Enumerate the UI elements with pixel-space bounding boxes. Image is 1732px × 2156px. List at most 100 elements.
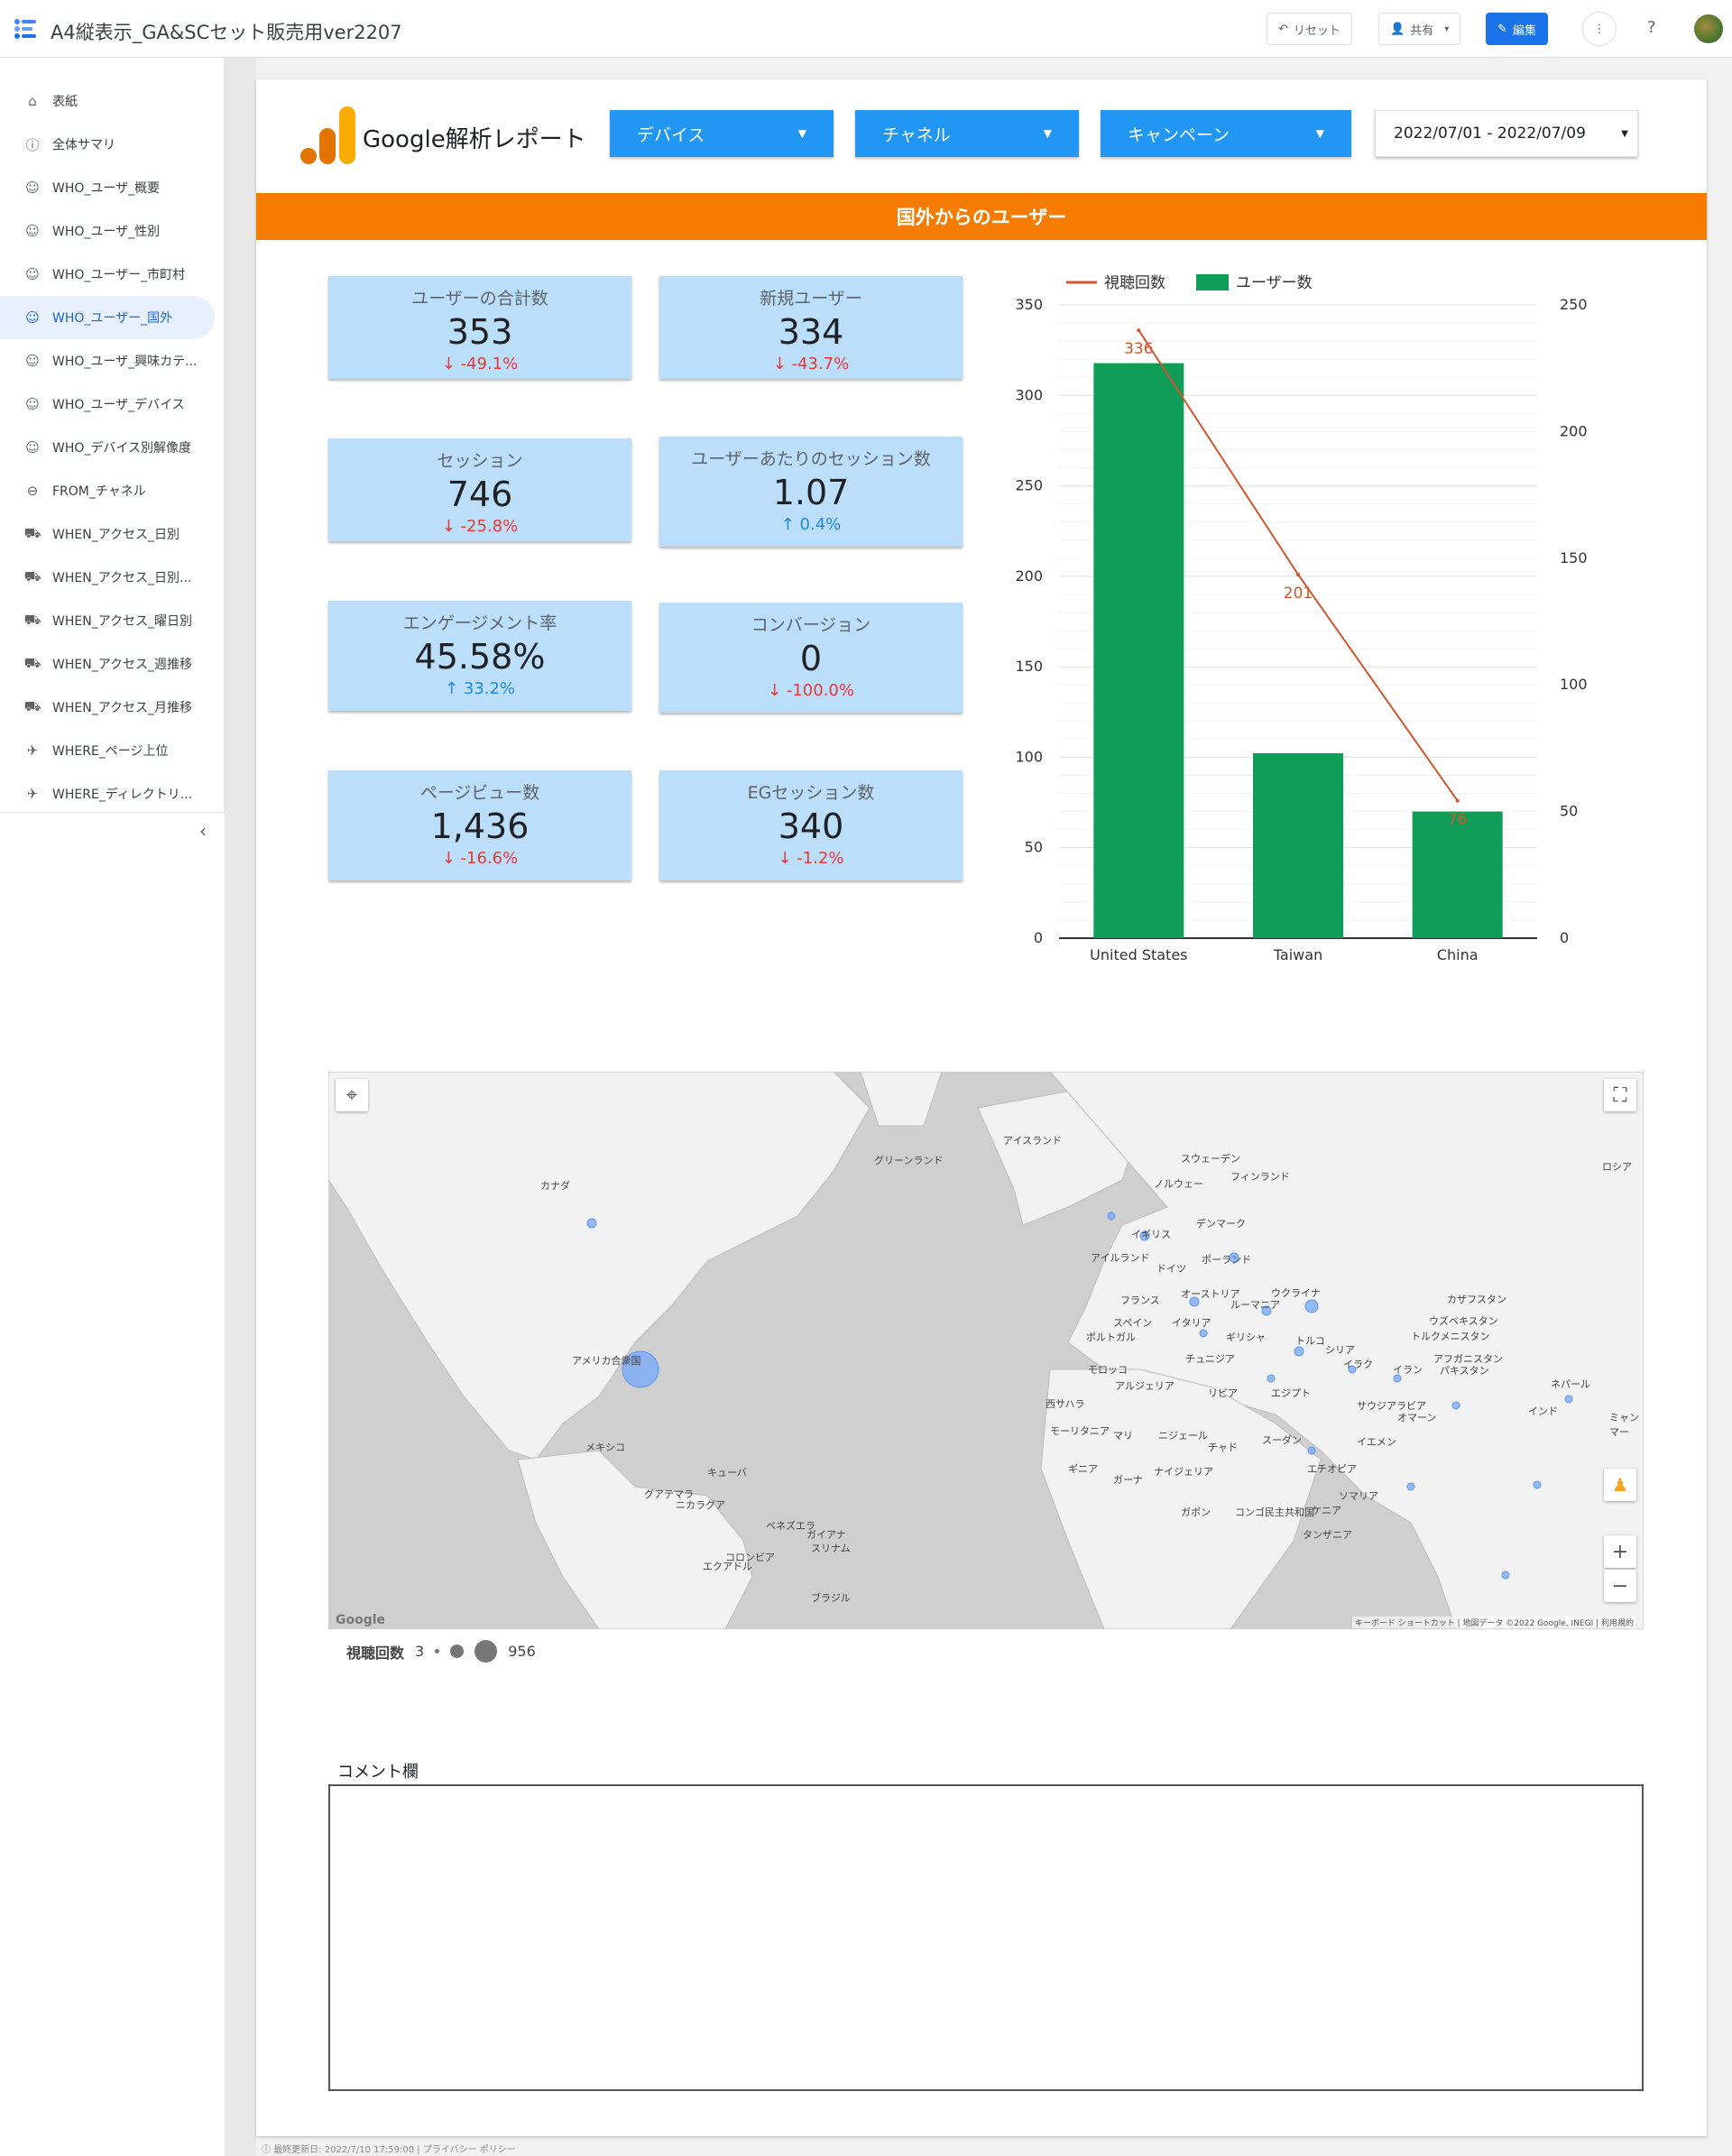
looker-studio-logo-icon[interactable] [13, 18, 38, 40]
map-country-label: アイルランド [1091, 1252, 1150, 1264]
map-country-label: エクアドル [703, 1561, 752, 1572]
legend-item[interactable]: ユーザー数 [1236, 274, 1313, 292]
locate-icon[interactable]: ⌖ [336, 1079, 368, 1111]
kpi-change: ↑ 0.4% [659, 515, 963, 534]
map-bubble[interactable] [586, 1218, 597, 1229]
left-axis-tick: 150 [1015, 658, 1043, 675]
map-country-label: トルコ [1295, 1335, 1325, 1347]
line-series[interactable] [1138, 329, 1459, 802]
map-bubble[interactable] [1261, 1305, 1272, 1316]
kpi-card: ユーザーあたりのセッション数 1.07 ↑ 0.4% [659, 437, 963, 547]
kpi-value: 0 [799, 639, 823, 678]
sidebar-item-15[interactable]: ✈ WHERE_ページ上位 [0, 729, 215, 772]
legend-item[interactable]: 視聴回数 [1104, 274, 1165, 292]
map-country-label: ギリシャ [1226, 1331, 1266, 1343]
kpi-value: 746 [447, 475, 513, 514]
device-filter-dropdown[interactable]: デバイス ▼ [610, 110, 834, 157]
bar[interactable] [1093, 363, 1184, 938]
sidebar-item-13[interactable]: ⛟ WHEN_アクセス_週推移 [0, 642, 215, 686]
map-bubble[interactable] [1294, 1346, 1304, 1357]
bar[interactable] [1412, 811, 1503, 938]
map-bubble[interactable] [1304, 1299, 1319, 1313]
map-bubble[interactable] [1393, 1374, 1402, 1383]
map-bubble[interactable] [1406, 1482, 1415, 1491]
date-range-picker[interactable]: 2022/07/01 - 2022/07/09 ▼ [1375, 110, 1638, 157]
map-country-label: イラク [1343, 1359, 1373, 1370]
map-country-label: カナダ [540, 1180, 570, 1192]
sidebar-item-8[interactable]: ☺ WHO_デバイス別解像度 [0, 426, 215, 469]
sidebar-item-16[interactable]: ✈ WHERE_ディレクトリ... [0, 772, 215, 815]
sidebar-item-10[interactable]: ⛟ WHEN_アクセス_日別 [0, 512, 215, 556]
sidebar-item-11[interactable]: ⛟ WHEN_アクセス_日別... [0, 556, 215, 599]
sidebar-item-3[interactable]: ☺ WHO_ユーザ_性別 [0, 209, 215, 253]
share-button[interactable]: 👤 共有 ▾ [1378, 13, 1461, 45]
fullscreen-icon[interactable]: ⛶ [1604, 1079, 1636, 1111]
pegman-icon[interactable]: ♟ [1604, 1469, 1636, 1501]
map-country-label: オマーン [1397, 1412, 1437, 1424]
left-axis-tick: 350 [1015, 296, 1043, 313]
face-icon: ☺ [25, 309, 40, 326]
sidebar-item-5[interactable]: ☺ WHO_ユーザー_国外 [0, 296, 215, 339]
more-vert-icon: ⋮ [1593, 22, 1606, 36]
collapse-sidebar-button[interactable]: ‹ [0, 812, 225, 848]
map-country-label: パキスタン [1440, 1365, 1489, 1377]
sidebar-item-0[interactable]: ⌂ 表紙 [0, 79, 215, 123]
avatar[interactable] [1694, 14, 1723, 43]
airplane-icon: ✈ [26, 742, 39, 759]
chevron-down-icon[interactable]: ▾ [1444, 23, 1450, 34]
sidebar-item-14[interactable]: ⛟ WHEN_アクセス_月推移 [0, 686, 215, 729]
sidebar-item-1[interactable]: ⓘ 全体サマリ [0, 123, 215, 166]
line-point[interactable] [1296, 572, 1300, 576]
sidebar-item-4[interactable]: ☺ WHO_ユーザー_市町村 [0, 253, 215, 296]
sidebar-item-9[interactable]: ⊖ FROM_チャネル [0, 469, 215, 512]
map-bubble[interactable] [1307, 1446, 1316, 1455]
map-bubble[interactable] [1189, 1296, 1200, 1307]
map-bubble[interactable] [1451, 1401, 1460, 1410]
comment-box[interactable] [328, 1784, 1644, 2091]
bar[interactable] [1253, 753, 1343, 938]
map-country-label: イギリス [1131, 1229, 1171, 1240]
campaign-filter-dropdown[interactable]: キャンペーン ▼ [1101, 110, 1351, 157]
zoom-in-button[interactable]: + [1604, 1535, 1636, 1568]
map-bubble[interactable] [1564, 1395, 1573, 1404]
legend-title: 視聴回数 [346, 1644, 405, 1662]
sidebar-item-12[interactable]: ⛟ WHEN_アクセス_曜日別 [0, 599, 215, 642]
map-bubble[interactable] [1533, 1480, 1542, 1489]
sidebar-item-2[interactable]: ☺ WHO_ユーザ_概要 [0, 166, 215, 209]
line-point[interactable] [1455, 798, 1460, 803]
kpi-change-value: -49.1% [460, 355, 519, 373]
map-bubble[interactable] [1501, 1571, 1510, 1580]
footer-text[interactable]: 最終更新日: 2022/7/10 17:59:00 | プライバシー ポリシー [273, 2145, 516, 2155]
info-icon: ⓘ [262, 2145, 274, 2155]
map-country-label: ミャンマー [1609, 1412, 1639, 1438]
map-bubble[interactable] [622, 1350, 659, 1388]
sidebar-item-6[interactable]: ☺ WHO_ユーザ_興味カテ... [0, 339, 215, 382]
map-bubble[interactable] [1107, 1212, 1116, 1221]
report-title[interactable]: A4縦表示_GA&SCセット販売用ver2207 [51, 22, 402, 43]
banner-title: 国外からのユーザー [896, 207, 1067, 228]
map-bubble[interactable] [1267, 1374, 1276, 1383]
map-country-label: サウジアラビア [1357, 1400, 1426, 1412]
world-bubble-map[interactable]: カナダ アメリカ合衆国 メキシコ キューバ グアテマラ ニカラグア コロンビア ベネズエラ ガイ… [328, 1072, 1644, 1629]
kpi-change: ↓ -49.1% [328, 355, 631, 373]
sidebar-item-7[interactable]: ☺ WHO_ユーザ_デバイス [0, 382, 215, 426]
kpi-card: セッション 746 ↓ -25.8% [328, 438, 631, 541]
line-point[interactable] [1137, 328, 1141, 333]
kpi-value: 45.58% [414, 637, 546, 677]
map-bubble[interactable] [1199, 1329, 1208, 1338]
edit-button[interactable]: ✎ 編集 [1486, 13, 1548, 45]
map-bubble[interactable] [1139, 1230, 1150, 1241]
right-axis-tick: 100 [1560, 676, 1588, 693]
channel-filter-dropdown[interactable]: チャネル ▼ [855, 110, 1079, 157]
help-icon[interactable]: ? [1647, 18, 1656, 37]
map-bubble[interactable] [1348, 1365, 1357, 1374]
map-country-label: アメリカ合衆国 [572, 1355, 641, 1367]
map-country-label: ガボン [1181, 1506, 1211, 1518]
map-country-label: ウクライナ [1271, 1287, 1321, 1299]
map-bubble[interactable] [1229, 1252, 1239, 1263]
more-options-button[interactable]: ⋮ [1582, 12, 1617, 46]
map-attribution[interactable]: キーボード ショートカット | 地図データ ©2022 Google, INEG… [1351, 1617, 1636, 1628]
reset-button[interactable]: ↶ リセット [1267, 13, 1352, 45]
zoom-out-button[interactable]: − [1604, 1570, 1636, 1602]
left-axis-tick: 250 [1015, 477, 1043, 494]
